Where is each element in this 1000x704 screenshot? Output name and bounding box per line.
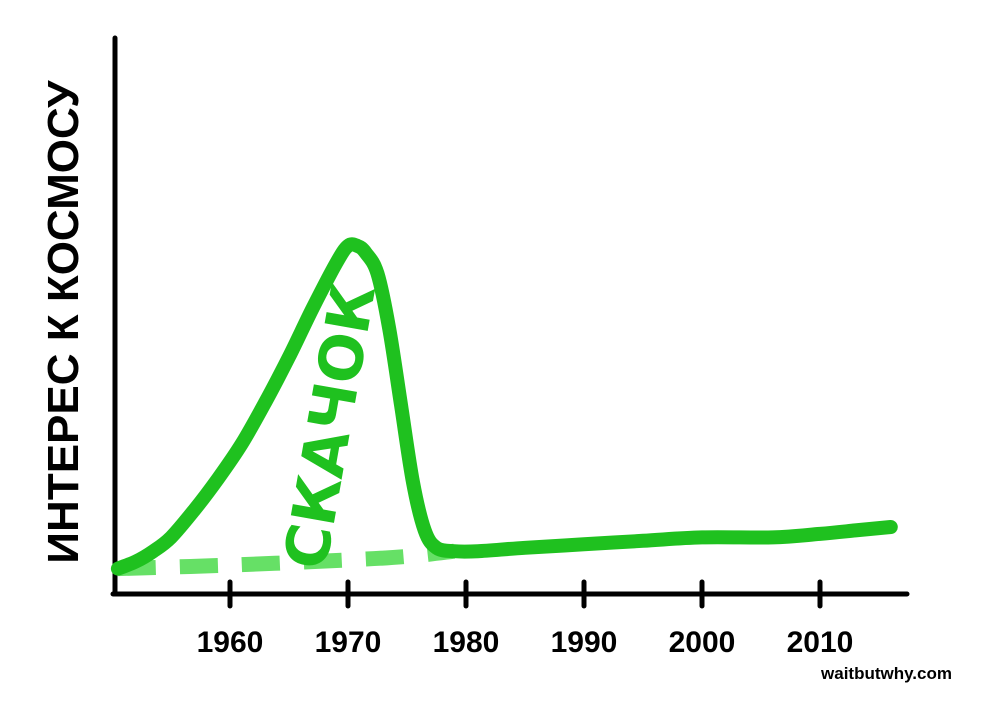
x-tick-label-1980: 1980 [433, 626, 500, 659]
annotation-label: СКАЧОК [271, 278, 390, 574]
x-axis-tick-labels: 1960 1970 1980 1990 2000 2010 [197, 626, 854, 659]
dashed-baseline-line [117, 543, 456, 577]
x-tick-label-2010: 2010 [787, 626, 854, 659]
x-tick-label-1960: 1960 [197, 626, 264, 659]
series-lines [110, 237, 898, 577]
interest-line [110, 237, 898, 576]
x-tick-label-1990: 1990 [551, 626, 618, 659]
watermark-text: waitbutwhy.com [820, 664, 952, 683]
x-tick-label-2000: 2000 [669, 626, 736, 659]
x-axis-ticks [227, 579, 823, 609]
y-axis-label: ИНТЕРЕС К КОСМОСУ [39, 80, 88, 564]
x-tick-label-1970: 1970 [315, 626, 382, 659]
